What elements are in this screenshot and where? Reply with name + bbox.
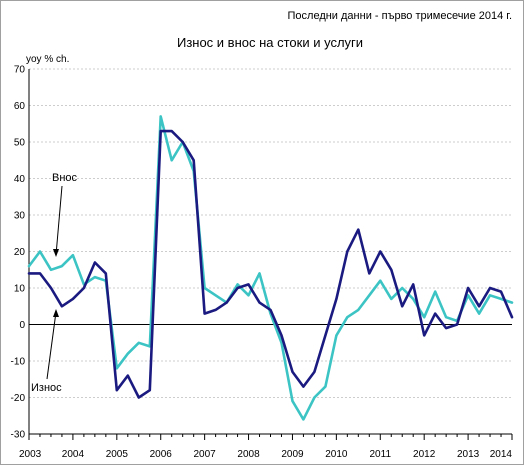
y-tick-label: 50 [14,138,26,149]
y-tick-label: 40 [14,174,26,185]
x-tick-label: 2010 [325,449,348,460]
exports-annotation-arrow [46,311,57,380]
y-tick-label: -30 [11,430,26,441]
y-axis-label: yoy % ch. [26,54,69,65]
exports-arrowhead-icon [53,309,59,317]
x-tick-label: 2011 [370,449,392,460]
grid-layer [29,68,512,398]
y-tick-label: 70 [14,65,26,76]
exports-series-line [27,129,514,399]
chart-title: Износ и внос на стоки и услуги [177,35,363,50]
y-tick-label: 60 [14,101,26,112]
x-tick-label: 2014 [490,449,513,460]
imports-annotation-label: Внос [52,172,78,184]
exports-annotation-label: Износ [31,382,62,394]
x-tick-label: 2003 [19,449,42,460]
imports-annotation-arrow [55,185,63,256]
exports-annotation: Износ [31,309,62,394]
y-tick-label: -10 [11,357,26,368]
tick-layer: -30 -20 -10 0 10 20 30 40 50 60 70 2003 2004 2005 2006… [11,65,513,461]
y-tick-label: -20 [11,393,26,404]
latest-data-note: Последни данни - първо тримесечие 2014 г… [288,10,513,22]
imports-annotation: Внос [52,172,78,257]
y-tick-label: 20 [14,247,26,258]
y-tick-label: 30 [14,211,26,222]
x-tick-label: 2005 [106,449,129,460]
x-tick-label: 2009 [281,449,304,460]
imports-arrowhead-icon [53,249,59,257]
x-tick-label: 2007 [194,449,217,460]
x-tick-label: 2012 [413,449,436,460]
x-tick-label: 2013 [457,449,480,460]
series-layer [27,115,514,421]
x-tick-label: 2004 [62,449,85,460]
x-tick-label: 2008 [237,449,260,460]
axes-layer [28,69,513,440]
y-tick-label: 10 [14,284,26,295]
x-tick-label: 2006 [150,449,173,460]
y-tick-label: 0 [19,320,25,331]
